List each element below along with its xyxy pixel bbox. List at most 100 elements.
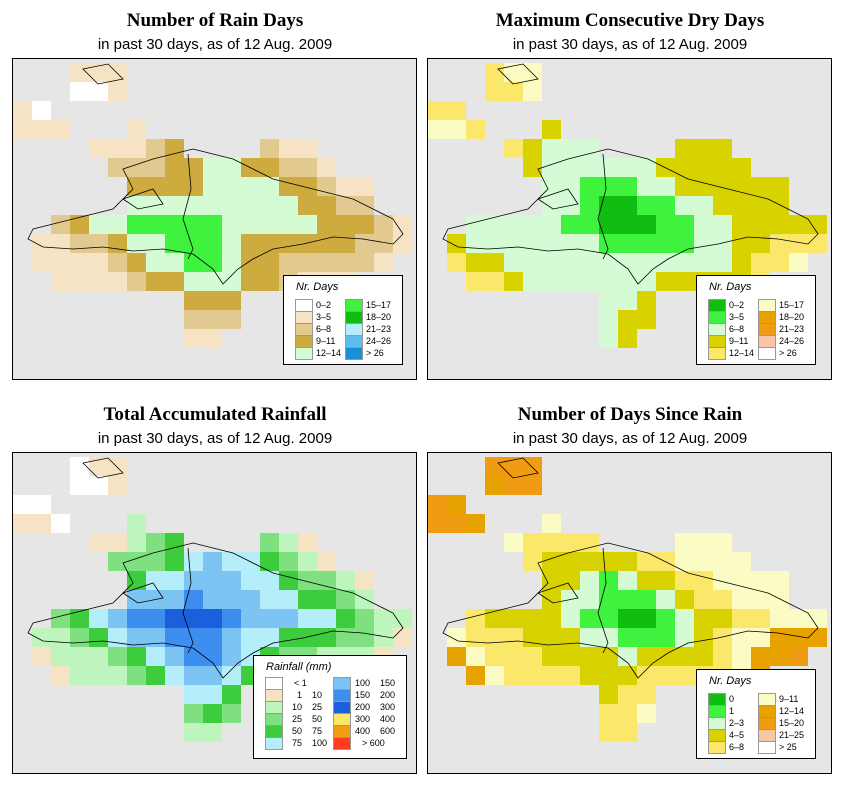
grid-cell <box>599 628 618 647</box>
grid-cell <box>146 628 165 647</box>
grid-cell <box>428 101 447 120</box>
grid-cell <box>618 723 637 742</box>
grid-cell <box>355 253 374 272</box>
legend-lo: 10 <box>291 702 302 712</box>
grid-cell <box>580 215 599 234</box>
grid-cell <box>447 628 466 647</box>
legend-swatch <box>758 717 776 730</box>
grid-cell <box>355 590 374 609</box>
grid-cell <box>732 552 751 571</box>
grid-cell <box>317 196 336 215</box>
grid-cell <box>51 647 70 666</box>
grid-cell <box>393 234 412 253</box>
legend-swatch <box>345 323 363 336</box>
grid-cell <box>694 609 713 628</box>
grid-cell <box>279 177 298 196</box>
grid-cell <box>618 666 637 685</box>
grid-cell <box>108 158 127 177</box>
legend-swatch <box>295 323 313 336</box>
grid-cell <box>222 590 241 609</box>
grid-cell <box>260 571 279 590</box>
grid-cell <box>599 291 618 310</box>
grid-cell <box>127 158 146 177</box>
grid-cell <box>317 590 336 609</box>
grid-cell <box>542 552 561 571</box>
grid-cell <box>203 704 222 723</box>
grid-cell <box>561 647 580 666</box>
grid-cell <box>694 590 713 609</box>
legend-swatch <box>708 323 726 336</box>
grid-cell <box>732 628 751 647</box>
grid-cell <box>637 272 656 291</box>
grid-cell <box>374 215 393 234</box>
grid-cell <box>222 253 241 272</box>
grid-cell <box>336 215 355 234</box>
grid-cell <box>713 590 732 609</box>
grid-cell <box>447 234 466 253</box>
grid-cell <box>542 177 561 196</box>
grid-cell <box>542 514 561 533</box>
grid-cell <box>260 609 279 628</box>
grid-cell <box>675 139 694 158</box>
grid-cell <box>184 647 203 666</box>
legend-swatch <box>265 737 283 750</box>
grid-cell <box>298 628 317 647</box>
legend-label: 12–14 <box>729 348 755 358</box>
grid-cell <box>127 647 146 666</box>
grid-cell <box>298 590 317 609</box>
grid-cell <box>89 457 108 476</box>
grid-cell <box>466 215 485 234</box>
panel-days-since-rain: Number of Days Since Rain in past 30 day… <box>425 394 835 784</box>
grid-cell <box>165 139 184 158</box>
legend-label: 9–11 <box>316 336 336 346</box>
grid-cell <box>751 590 770 609</box>
grid-cell <box>51 272 70 291</box>
grid-cell <box>694 533 713 552</box>
grid-cell <box>51 234 70 253</box>
island-outline <box>27 457 404 679</box>
grid-cell <box>165 666 184 685</box>
grid-cell <box>504 533 523 552</box>
grid-cell <box>523 63 542 82</box>
legend-swatch <box>265 725 283 738</box>
grid-cell <box>599 590 618 609</box>
grid-cell <box>89 476 108 495</box>
grid-cell <box>89 139 108 158</box>
grid-cell <box>317 158 336 177</box>
legend-label: 12–14 <box>316 348 342 358</box>
grid-cell <box>618 177 637 196</box>
grid-cell <box>789 253 808 272</box>
map-days-since-rain: Nr. Days 0 1 2–3 4–5 6–8 9–11 12–14 15–2… <box>427 452 832 774</box>
grid-cell <box>618 685 637 704</box>
grid-cell <box>203 571 222 590</box>
grid-cell <box>808 609 827 628</box>
panel-subtitle: in past 30 days, as of 12 Aug. 2009 <box>97 430 333 447</box>
grid-cell <box>770 628 789 647</box>
grid-cell <box>70 476 89 495</box>
grid-cell <box>485 609 504 628</box>
grid-cell <box>355 609 374 628</box>
grid-cell <box>523 476 542 495</box>
grid-cell <box>675 552 694 571</box>
grid-cell <box>542 628 561 647</box>
grid-cell <box>127 590 146 609</box>
grid-cell <box>504 234 523 253</box>
legend-lo: 150 <box>354 690 370 700</box>
grid-cell <box>694 628 713 647</box>
grid-cell <box>618 291 637 310</box>
grid-cell <box>713 158 732 177</box>
grid-cell <box>203 272 222 291</box>
grid-cell <box>146 177 165 196</box>
grid-cell <box>542 215 561 234</box>
grid-cell <box>70 647 89 666</box>
grid-cell <box>32 253 51 272</box>
grid-cell <box>260 253 279 272</box>
legend-label: 18–20 <box>366 312 392 322</box>
grid-cell <box>542 666 561 685</box>
grid-cell <box>355 234 374 253</box>
grid-cell <box>656 272 675 291</box>
grid-cell <box>298 533 317 552</box>
legend-hi: 600 <box>380 726 396 736</box>
grid-cell <box>808 215 827 234</box>
grid-cell <box>32 234 51 253</box>
